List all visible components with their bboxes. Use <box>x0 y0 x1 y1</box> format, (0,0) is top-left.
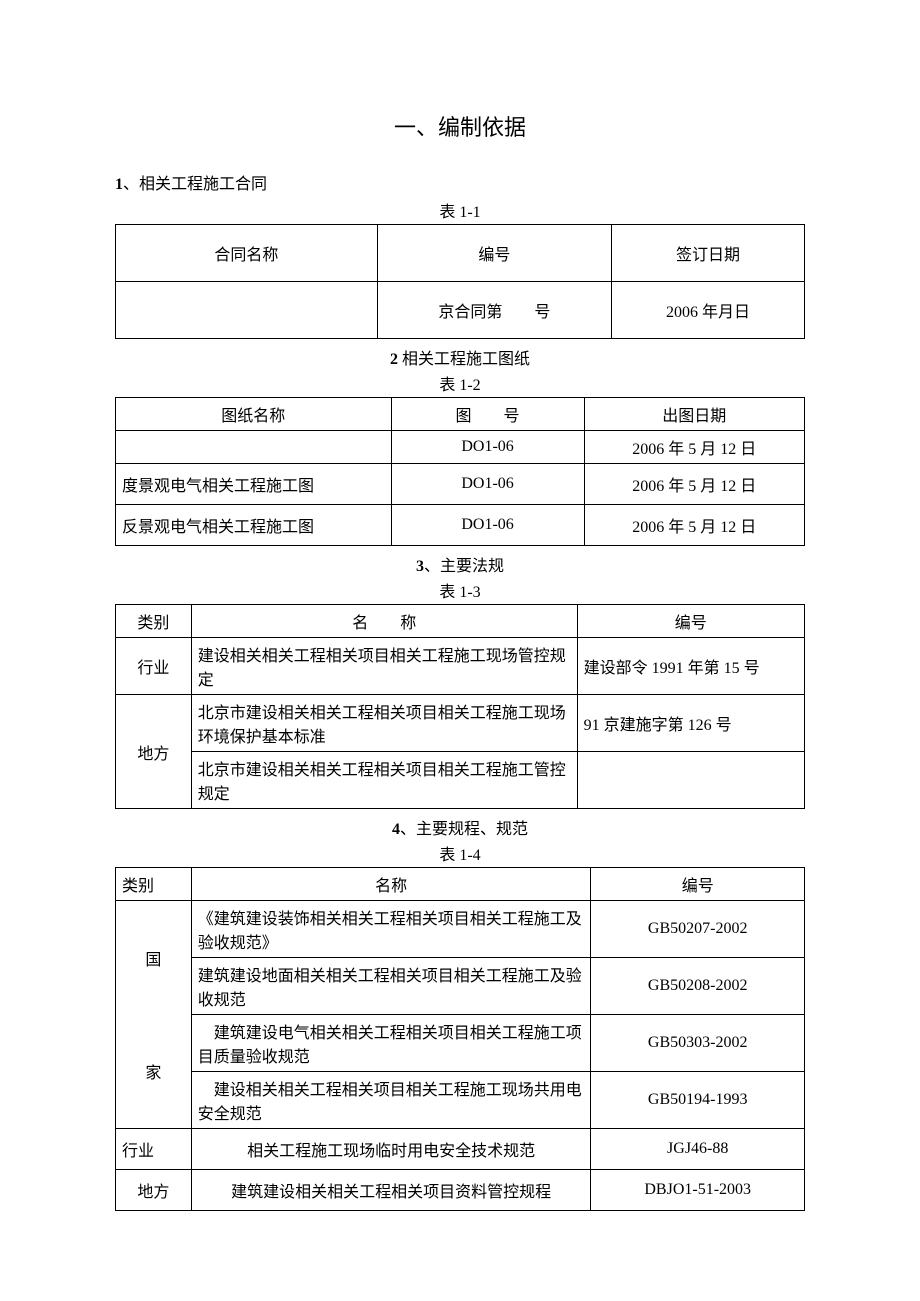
cell <box>116 431 392 464</box>
table-row: 反景观电气相关工程施工图 DO1-06 2006 年 5 月 12 日 <box>116 505 805 546</box>
section-2-num: 2 <box>390 351 398 368</box>
cell: 反景观电气相关工程施工图 <box>116 505 392 546</box>
section-4-heading: 4、主要规程、规范 <box>115 815 805 839</box>
th-category: 类别 <box>116 605 192 638</box>
cell: 建筑建设电气相关相关工程相关项目相关工程施工项目质量验收规范 <box>191 1015 591 1072</box>
cell: DO1-06 <box>391 464 584 505</box>
table-1-1: 合同名称 编号 签订日期 京合同第 号 2006 年月日 <box>115 224 805 339</box>
cell: 北京市建设相关相关工程相关项目相关工程施工现场环境保护基本标准 <box>191 695 577 752</box>
section-4-label: 、主要规程、规范 <box>400 821 528 838</box>
table-row: 行业 建设相关相关工程相关项目相关工程施工现场管控规定 建设部令 1991 年第… <box>116 638 805 695</box>
cell: 京合同第 号 <box>377 282 611 339</box>
table-row: DO1-06 2006 年 5 月 12 日 <box>116 431 805 464</box>
table-1-2: 图纸名称 图 号 出图日期 DO1-06 2006 年 5 月 12 日 度景观… <box>115 397 805 546</box>
th-contract-code: 编号 <box>377 225 611 282</box>
cell: 2006 年 5 月 12 日 <box>584 505 805 546</box>
cell-category: 地方 <box>116 695 192 809</box>
cell-category: 家 <box>116 1015 192 1129</box>
cell: 建筑建设地面相关相关工程相关项目相关工程施工及验收规范 <box>191 958 591 1015</box>
cell: 91 京建施字第 126 号 <box>577 695 804 752</box>
cell: 2006 年月日 <box>612 282 805 339</box>
th-name: 名 称 <box>191 605 577 638</box>
cell: 2006 年 5 月 12 日 <box>584 464 805 505</box>
table-header-row: 类别 名称 编号 <box>116 868 805 901</box>
cell: DO1-06 <box>391 431 584 464</box>
th-code: 编号 <box>577 605 804 638</box>
section-3-heading: 3、主要法规 <box>115 552 805 576</box>
cell: DO1-06 <box>391 505 584 546</box>
cell: GB50303-2002 <box>591 1015 805 1072</box>
th-drawing-code: 图 号 <box>391 398 584 431</box>
cell: 建设相关相关工程相关项目相关工程施工现场管控规定 <box>191 638 577 695</box>
cell <box>577 752 804 809</box>
cell: 度景观电气相关工程施工图 <box>116 464 392 505</box>
table-header-row: 图纸名称 图 号 出图日期 <box>116 398 805 431</box>
table-row: 行业 相关工程施工现场临时用电安全技术规范 JGJ46-88 <box>116 1129 805 1170</box>
cell: JGJ46-88 <box>591 1129 805 1170</box>
cell: 建筑建设相关相关工程相关项目资料管控规程 <box>191 1170 591 1211</box>
section-3-label: 、主要法规 <box>424 558 504 575</box>
th-category: 类别 <box>116 868 192 901</box>
document-page: 一、编制依据 1、相关工程施工合同 表 1-1 合同名称 编号 签订日期 京合同… <box>0 0 920 1271</box>
cell <box>116 282 378 339</box>
table-row: 建设相关相关工程相关项目相关工程施工现场共用电安全规范 GB50194-1993 <box>116 1072 805 1129</box>
section-4-num: 4 <box>392 821 400 838</box>
section-2-heading: 2 相关工程施工图纸 <box>115 345 805 369</box>
cell: 北京市建设相关相关工程相关项目相关工程施工管控规定 <box>191 752 577 809</box>
cell: DBJO1-51-2003 <box>591 1170 805 1211</box>
table-1-3: 类别 名 称 编号 行业 建设相关相关工程相关项目相关工程施工现场管控规定 建设… <box>115 604 805 809</box>
section-1-label: 、相关工程施工合同 <box>123 176 267 193</box>
th-drawing-name: 图纸名称 <box>116 398 392 431</box>
cell: 建设部令 1991 年第 15 号 <box>577 638 804 695</box>
section-1-heading: 1、相关工程施工合同 <box>115 170 805 194</box>
section-3-num: 3 <box>416 558 424 575</box>
th-contract-name: 合同名称 <box>116 225 378 282</box>
main-title: 一、编制依据 <box>115 110 805 142</box>
table-row: 建筑建设地面相关相关工程相关项目相关工程施工及验收规范 GB50208-2002 <box>116 958 805 1015</box>
table-row: 地方 北京市建设相关相关工程相关项目相关工程施工现场环境保护基本标准 91 京建… <box>116 695 805 752</box>
table-row: 国 《建筑建设装饰相关相关工程相关项目相关工程施工及验收规范》 GB50207-… <box>116 901 805 958</box>
table-3-caption: 表 1-3 <box>115 578 805 602</box>
th-drawing-date: 出图日期 <box>584 398 805 431</box>
cell: 《建筑建设装饰相关相关工程相关项目相关工程施工及验收规范》 <box>191 901 591 958</box>
section-2-label: 相关工程施工图纸 <box>398 351 530 368</box>
table-1-4: 类别 名称 编号 国 《建筑建设装饰相关相关工程相关项目相关工程施工及验收规范》… <box>115 867 805 1211</box>
table-header-row: 类别 名 称 编号 <box>116 605 805 638</box>
cell: 相关工程施工现场临时用电安全技术规范 <box>191 1129 591 1170</box>
th-code: 编号 <box>591 868 805 901</box>
cell: GB50194-1993 <box>591 1072 805 1129</box>
table-row: 北京市建设相关相关工程相关项目相关工程施工管控规定 <box>116 752 805 809</box>
th-contract-date: 签订日期 <box>612 225 805 282</box>
cell: 2006 年 5 月 12 日 <box>584 431 805 464</box>
table-row: 度景观电气相关工程施工图 DO1-06 2006 年 5 月 12 日 <box>116 464 805 505</box>
cell-category: 行业 <box>116 1129 192 1170</box>
cell-category: 国 <box>116 901 192 1015</box>
table-row: 京合同第 号 2006 年月日 <box>116 282 805 339</box>
cell: GB50207-2002 <box>591 901 805 958</box>
table-2-caption: 表 1-2 <box>115 371 805 395</box>
table-1-caption: 表 1-1 <box>115 198 805 222</box>
cell-category: 地方 <box>116 1170 192 1211</box>
table-4-caption: 表 1-4 <box>115 841 805 865</box>
table-row: 家 建筑建设电气相关相关工程相关项目相关工程施工项目质量验收规范 GB50303… <box>116 1015 805 1072</box>
table-header-row: 合同名称 编号 签订日期 <box>116 225 805 282</box>
cell: GB50208-2002 <box>591 958 805 1015</box>
section-1-num: 1 <box>115 176 123 193</box>
th-name: 名称 <box>191 868 591 901</box>
cell: 建设相关相关工程相关项目相关工程施工现场共用电安全规范 <box>191 1072 591 1129</box>
cell-category: 行业 <box>116 638 192 695</box>
table-row: 地方 建筑建设相关相关工程相关项目资料管控规程 DBJO1-51-2003 <box>116 1170 805 1211</box>
